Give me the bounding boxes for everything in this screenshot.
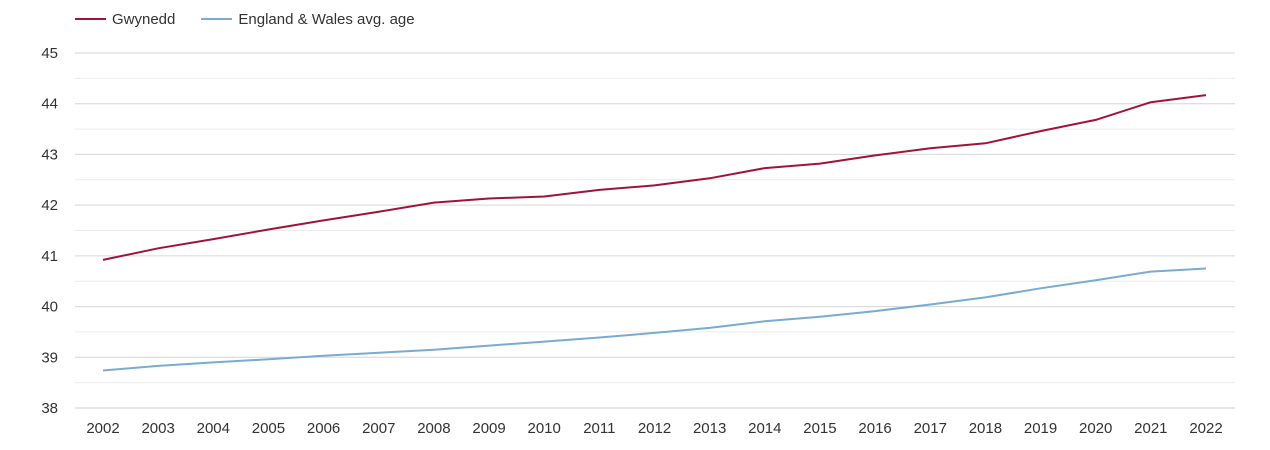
legend: Gwynedd England & Wales avg. age [75,8,441,30]
series-lines [102,94,1207,372]
x-tick-label: 2003 [141,420,174,437]
x-tick-label: 2011 [583,420,615,437]
x-tick-label: 2021 [1134,420,1167,437]
x-tick-label: 2015 [803,420,836,437]
x-tick-label: 2005 [252,420,285,437]
legend-item-gwynedd[interactable]: Gwynedd [75,11,175,28]
y-tick-label: 38 [41,400,58,417]
x-tick-label: 2009 [472,420,505,437]
x-tick-label: 2022 [1189,420,1222,437]
x-tick-label: 2020 [1079,420,1112,437]
x-tick-label: 2012 [638,420,671,437]
x-tick-label: 2018 [969,420,1002,437]
x-tick-label: 2002 [86,420,119,437]
y-tick-label: 39 [41,349,58,366]
x-tick-label: 2016 [858,420,891,437]
legend-item-england-wales[interactable]: England & Wales avg. age [201,10,415,28]
y-tick-label: 45 [41,45,58,62]
x-axis-ticks: 2002 2003 2004 2005 2006 2007 2008 2009 2010 2011… [86,420,1222,437]
x-tick-label: 2017 [914,420,947,437]
x-tick-label: 2014 [748,420,781,437]
series-line-gwynedd[interactable] [102,94,1207,261]
x-tick-label: 2019 [1024,420,1057,437]
legend-swatch-england-wales [201,18,233,20]
x-tick-label: 2010 [528,420,561,437]
x-tick-label: 2007 [362,420,395,437]
y-tick-label: 41 [41,248,58,265]
y-tick-label: 44 [41,96,58,113]
y-tick-label: 40 [41,299,58,316]
series-line-england-wales[interactable] [102,267,1207,372]
legend-label-gwynedd: Gwynedd [112,10,176,28]
legend-swatch-gwynedd [75,18,106,20]
x-tick-label: 2006 [307,420,340,437]
y-axis-ticks: 38 39 40 41 42 43 44 45 [41,45,58,417]
legend-label-england-wales: England & Wales avg. age [238,10,415,28]
x-tick-label: 2008 [417,420,450,437]
grid-lines [75,52,1235,409]
x-tick-label: 2004 [197,420,230,437]
y-tick-label: 43 [41,146,58,163]
x-tick-label: 2013 [693,420,726,437]
y-tick-label: 42 [41,197,58,214]
